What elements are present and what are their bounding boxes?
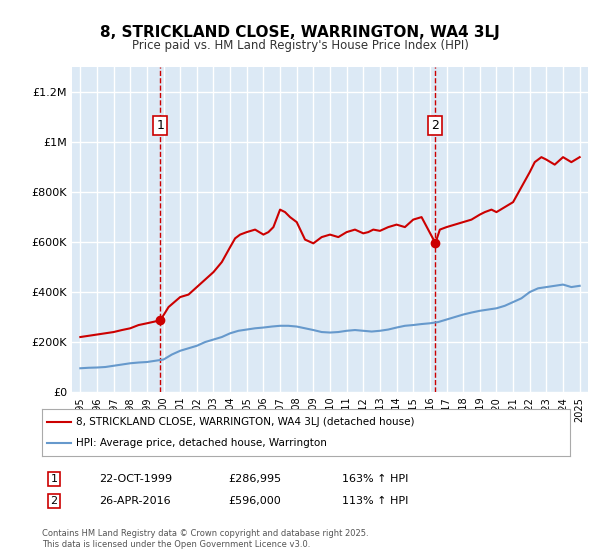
Text: 22-OCT-1999: 22-OCT-1999 — [99, 474, 172, 484]
Text: £286,995: £286,995 — [228, 474, 281, 484]
Text: 2: 2 — [431, 119, 439, 132]
Text: 163% ↑ HPI: 163% ↑ HPI — [342, 474, 409, 484]
Text: 8, STRICKLAND CLOSE, WARRINGTON, WA4 3LJ: 8, STRICKLAND CLOSE, WARRINGTON, WA4 3LJ — [100, 25, 500, 40]
Text: 8, STRICKLAND CLOSE, WARRINGTON, WA4 3LJ (detached house): 8, STRICKLAND CLOSE, WARRINGTON, WA4 3LJ… — [76, 417, 415, 427]
Text: 1: 1 — [157, 119, 164, 132]
Text: 113% ↑ HPI: 113% ↑ HPI — [342, 496, 409, 506]
Text: 26-APR-2016: 26-APR-2016 — [99, 496, 170, 506]
Text: 2: 2 — [50, 496, 58, 506]
Text: Price paid vs. HM Land Registry's House Price Index (HPI): Price paid vs. HM Land Registry's House … — [131, 39, 469, 52]
Text: 1: 1 — [50, 474, 58, 484]
Text: £596,000: £596,000 — [228, 496, 281, 506]
Text: HPI: Average price, detached house, Warrington: HPI: Average price, detached house, Warr… — [76, 438, 327, 448]
Text: Contains HM Land Registry data © Crown copyright and database right 2025.
This d: Contains HM Land Registry data © Crown c… — [42, 529, 368, 549]
